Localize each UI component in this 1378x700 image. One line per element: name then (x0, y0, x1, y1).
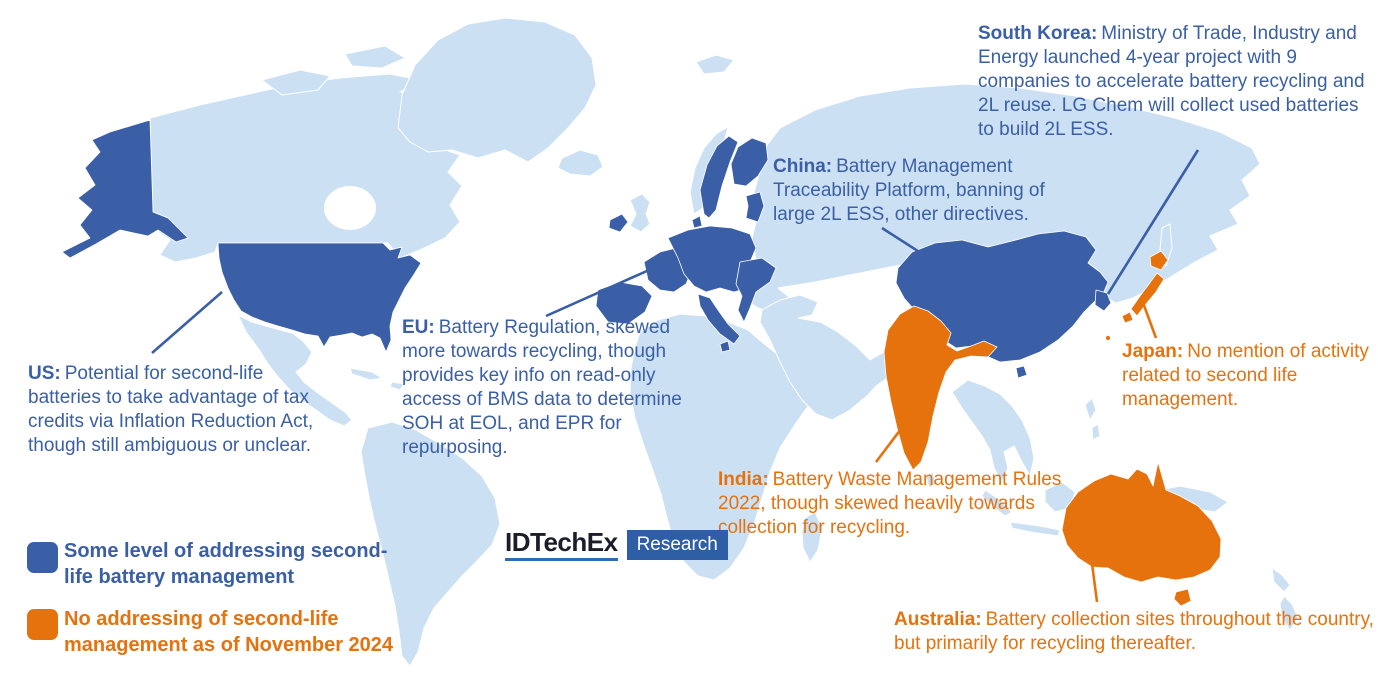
landmass-arctic-islands (261, 45, 406, 96)
landmass-new-zealand (1271, 567, 1299, 631)
landmass-canada (149, 73, 463, 263)
country-eu-baltics (745, 191, 765, 223)
landmass-indonesia (981, 481, 1097, 537)
landmass-philippines (1084, 397, 1101, 441)
idtechex-logo: IDTechEx Research (505, 529, 728, 561)
country-japan (1121, 250, 1169, 324)
leader-line-india (874, 395, 928, 463)
annotation-japan: Japan: No mention of activity related to … (1122, 340, 1378, 412)
annotation-south-korea: South Korea: Ministry of Trade, Industry … (978, 22, 1378, 142)
leader-line-australia (1088, 547, 1099, 603)
landmass-svalbard (695, 54, 735, 75)
hudson-bay (324, 186, 376, 230)
leader-line-japan (1140, 299, 1158, 339)
annotation-body: No mention of activity related to second… (1122, 341, 1369, 410)
annotation-country-name: China: (773, 156, 833, 177)
landmass-africa (629, 313, 833, 581)
country-eu-iberia (595, 281, 653, 325)
leader-line-china (881, 226, 939, 266)
landmass-caribbean (349, 367, 405, 391)
annotation-body: Ministry of Trade, Industry and Energy l… (978, 23, 1365, 140)
country-ireland (608, 213, 629, 233)
annotation-india: India: Battery Waste Management Rules 202… (718, 468, 1063, 540)
legend-label-no-addressing: No addressing of second-life management … (64, 608, 394, 656)
country-alaska-us (61, 119, 189, 259)
annotation-country-name: Japan: (1122, 341, 1184, 362)
annotation-body: Battery collection sites throughout the … (894, 609, 1374, 654)
landmass-south-america (360, 421, 501, 667)
legend-label-addressing: Some level of addressing second-life bat… (64, 540, 388, 588)
annotation-country-name: US: (28, 363, 61, 384)
country-eu-denmark (691, 215, 703, 229)
annotation-us: US: Potential for second-life batteries t… (28, 362, 320, 458)
annotation-body: Battery Regulation, skewed more towards … (402, 317, 682, 458)
annotation-body: Potential for second-life batteries to t… (28, 363, 314, 456)
landmass-madagascar (801, 511, 823, 563)
annotation-body: Battery Waste Management Rules 2022, tho… (718, 469, 1062, 538)
country-japan-okinawa (1105, 335, 1111, 341)
annotation-country-name: Australia: (894, 609, 982, 630)
country-china (895, 230, 1109, 379)
landmass-mexico-central-america (237, 314, 353, 427)
annotation-country-name: India: (718, 469, 769, 490)
landmass-greenland (397, 17, 597, 163)
country-eu-balkans (735, 257, 777, 323)
legend-swatch-no-addressing (27, 609, 58, 640)
leader-line-south-korea (1106, 149, 1200, 295)
landmass-sri-lanka (925, 471, 937, 489)
landmass-southeast-asia (951, 379, 1035, 483)
landmass-iceland (557, 149, 604, 177)
legend-swatch-addressing (27, 542, 58, 573)
leader-line-eu (545, 264, 659, 318)
annotation-body: Battery Management Traceability Platform… (773, 156, 1045, 225)
country-australia (1061, 461, 1222, 607)
annotation-china: China: Battery Management Traceability Pl… (773, 155, 1073, 227)
country-eu-sweden (699, 135, 739, 219)
country-eu-italy (697, 293, 741, 353)
logo-research-badge: Research (626, 530, 728, 560)
annotation-country-name: EU: (402, 317, 435, 338)
country-eu-finland (730, 137, 769, 187)
landmass-uk (629, 193, 651, 233)
leader-line-us (151, 291, 223, 354)
annotation-eu: EU: Battery Regulation, skewed more towar… (402, 316, 702, 460)
country-us (217, 242, 422, 353)
annotation-country-name: South Korea: (978, 23, 1098, 44)
logo-brand: IDTechEx (505, 529, 618, 561)
country-south-korea (1094, 289, 1112, 312)
annotation-australia: Australia: Battery collection sites throu… (894, 608, 1378, 656)
